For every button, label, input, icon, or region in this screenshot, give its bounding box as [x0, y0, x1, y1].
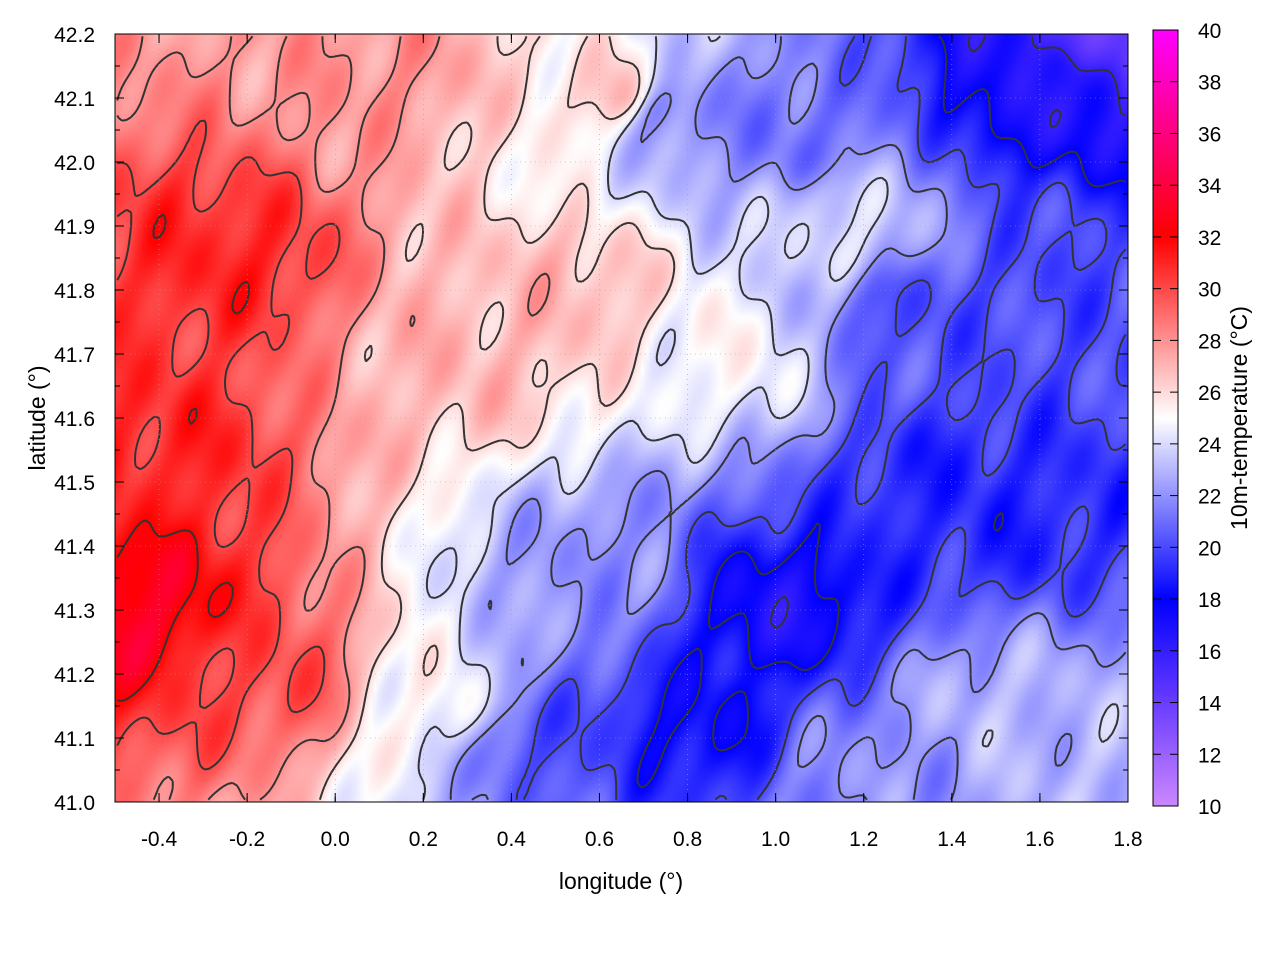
- y-tick-label: 41.0: [54, 792, 95, 815]
- y-axis: 41.0 41.1 41.2 41.3 41.4 41.5 41.6 41.7 41.8 41.9…: [54, 24, 1128, 815]
- x-tick-label: 1.4: [937, 828, 967, 851]
- y-tick-label: 41.8: [54, 280, 95, 303]
- colorbar-tick-label: 30: [1198, 279, 1221, 302]
- y-tick-label: 41.2: [54, 664, 95, 687]
- y-tick-label: 41.3: [54, 600, 95, 623]
- grid-lines: [115, 34, 1128, 802]
- colorbar-tick-label: 36: [1198, 123, 1221, 146]
- y-tick-label: 41.9: [54, 216, 95, 239]
- y-tick-label: 41.5: [54, 472, 95, 495]
- colorbar-tick-label: 28: [1198, 330, 1221, 353]
- contour-line-24: [417, 35, 1120, 800]
- x-tick-label: 1.6: [1025, 828, 1054, 851]
- x-tick-label: 0.0: [321, 828, 350, 851]
- colorbar-tick-label: 40: [1198, 20, 1221, 43]
- x-tick-label: 0.8: [673, 828, 702, 851]
- contour-line-22: [449, 36, 1127, 801]
- colorbar-axis: 10 12 14 16 18 20 22 24 26 28 30 32 34 36 38 40: [1153, 20, 1222, 819]
- y-tick-label: 41.6: [54, 408, 95, 431]
- contour-line-30: [116, 119, 341, 771]
- x-tick-label: 1.2: [849, 828, 878, 851]
- colorbar-tick-label: 38: [1198, 72, 1221, 95]
- colorbar-gradient: [1153, 30, 1178, 806]
- y-tick-label: 41.4: [54, 536, 95, 559]
- colorbar-tick-label: 24: [1198, 434, 1222, 457]
- colorbar-tick-label: 10: [1198, 796, 1221, 819]
- y-tick-label: 42.2: [54, 24, 95, 47]
- x-tick-label: 0.4: [497, 828, 527, 851]
- colorbar-title: 10m-temperature (°C): [1226, 306, 1252, 530]
- y-tick-label: 41.1: [54, 728, 95, 751]
- contour-line-20: [515, 35, 1127, 801]
- contour-line-18: [636, 35, 1126, 789]
- x-tick-label: -0.4: [141, 828, 178, 851]
- x-tick-label: 1.0: [761, 828, 790, 851]
- colorbar-tick-label: 26: [1198, 382, 1221, 405]
- contour-line-26: [318, 35, 676, 800]
- colorbar-tick-label: 14: [1198, 693, 1222, 716]
- x-tick-label: 0.6: [585, 828, 614, 851]
- colorbar-tick-label: 32: [1198, 227, 1221, 250]
- contour-line-32: [116, 213, 251, 702]
- x-tick-label: 0.2: [409, 828, 438, 851]
- y-tick-label: 42.0: [54, 152, 95, 175]
- colorbar-tick-label: 12: [1198, 744, 1221, 767]
- x-tick-label: -0.2: [229, 828, 265, 851]
- contour-line-28: [116, 35, 551, 801]
- colorbar-tick-label: 16: [1198, 641, 1221, 664]
- y-axis-title: latitude (°): [24, 365, 50, 470]
- colorbar-tick-label: 22: [1198, 486, 1221, 509]
- y-tick-label: 42.1: [54, 88, 95, 111]
- x-tick-label: 1.8: [1113, 828, 1142, 851]
- colorbar-tick-label: 18: [1198, 589, 1221, 612]
- colorbar-frame: [1152, 29, 1179, 807]
- colorbar-tick-label: 34: [1198, 175, 1222, 198]
- temperature-field: [115, 34, 1128, 802]
- x-axis: -0.4 -0.2 0.0 0.2 0.4 0.6 0.8 1.0 1.2 1.4 1.6 1.8: [141, 34, 1143, 851]
- y-tick-label: 41.7: [54, 344, 95, 367]
- temperature-contours: [116, 35, 1127, 801]
- colorbar-tick-label: 20: [1198, 537, 1221, 560]
- x-axis-title: longitude (°): [559, 868, 683, 894]
